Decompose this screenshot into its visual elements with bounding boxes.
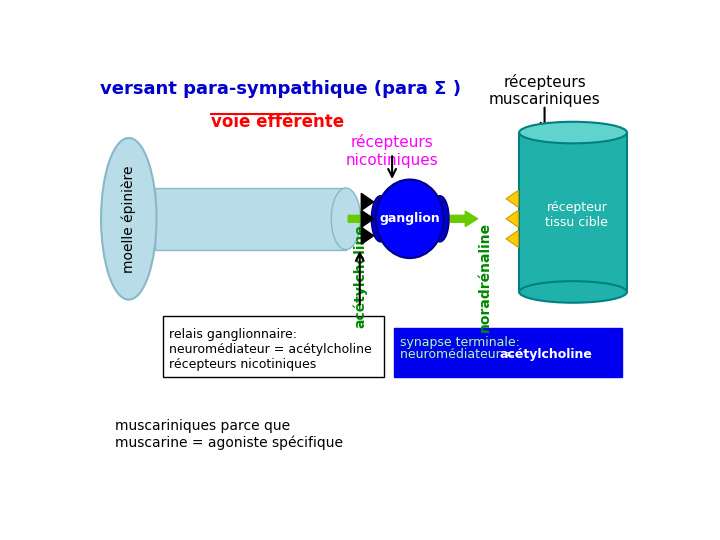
Text: ganglion: ganglion — [379, 212, 440, 225]
Text: noradrénaline: noradrénaline — [477, 221, 492, 332]
Ellipse shape — [372, 195, 390, 242]
Text: versant para-sympathique (para Σ ): versant para-sympathique (para Σ ) — [99, 80, 461, 98]
FancyBboxPatch shape — [163, 316, 384, 377]
Text: muscariniques parce que
muscarine = agoniste spécifique: muscariniques parce que muscarine = agon… — [115, 419, 343, 450]
Ellipse shape — [519, 122, 627, 143]
Text: récepteurs
muscariniques: récepteurs muscariniques — [489, 74, 600, 107]
Text: voie efférente: voie efférente — [211, 112, 344, 131]
Polygon shape — [361, 227, 374, 244]
Ellipse shape — [101, 138, 156, 300]
Text: acétylcholine: acétylcholine — [500, 348, 593, 361]
Polygon shape — [506, 231, 518, 247]
Ellipse shape — [431, 195, 449, 242]
Text: récepteur
tissu cible: récepteur tissu cible — [546, 201, 608, 229]
Text: acétylcholine: acétylcholine — [353, 225, 367, 328]
FancyArrow shape — [451, 211, 477, 226]
Bar — [519, 132, 627, 292]
Text: récepteurs
nicotiniques: récepteurs nicotiniques — [346, 134, 438, 167]
Polygon shape — [506, 190, 518, 207]
Polygon shape — [361, 211, 374, 227]
Text: synapse terminale:: synapse terminale: — [400, 336, 520, 349]
FancyArrow shape — [348, 211, 373, 226]
Ellipse shape — [331, 188, 361, 249]
Bar — [155, 188, 346, 249]
Text: relais ganglionnaire:
neuromédiateur = acétylcholine
récepteurs nicotiniques: relais ganglionnaire: neuromédiateur = a… — [168, 328, 372, 371]
Text: neuromédiateur =: neuromédiateur = — [400, 348, 519, 361]
Polygon shape — [361, 193, 374, 211]
Polygon shape — [506, 211, 518, 227]
Ellipse shape — [519, 281, 627, 303]
Ellipse shape — [376, 179, 444, 258]
Text: moelle épinière: moelle épinière — [122, 165, 136, 273]
FancyBboxPatch shape — [394, 328, 622, 377]
